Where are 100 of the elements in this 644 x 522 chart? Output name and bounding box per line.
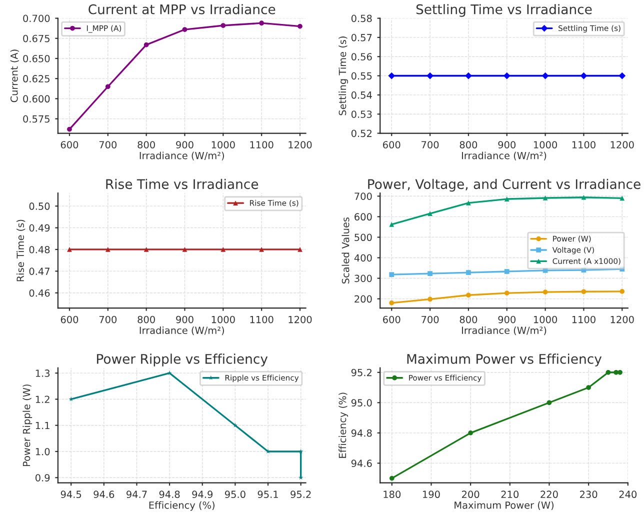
x-tick-label: 230 xyxy=(580,490,598,498)
x-tick-label: 900 xyxy=(176,316,194,324)
point xyxy=(542,290,548,294)
y-axis-title: Efficiency (%) xyxy=(338,392,348,458)
y-tick-label: 0.47 xyxy=(29,268,50,276)
chart-title: Power, Voltage, and Current vs Irradiance xyxy=(368,178,640,192)
point xyxy=(466,292,471,298)
y-tick-label: 700 xyxy=(354,192,372,200)
y-tick-label: 94.8 xyxy=(351,429,372,437)
y-tick-label: 0.575 xyxy=(23,115,50,123)
x-tick-label: 240 xyxy=(619,490,637,498)
x-axis-title: Irradiance (W/m²) xyxy=(140,152,224,160)
y-tick-label: 0.52 xyxy=(351,130,372,138)
point xyxy=(182,27,188,32)
x-tick-label: 900 xyxy=(176,141,194,148)
x-tick-label: 95.1 xyxy=(258,490,278,498)
x-tick-label: 600 xyxy=(60,141,78,148)
point xyxy=(220,23,226,28)
y-tick-label: 400 xyxy=(354,254,372,262)
point xyxy=(466,200,471,206)
y-tick-label: 0.650 xyxy=(23,54,50,62)
chart-title: Current at MPP vs Irradiance xyxy=(88,4,276,14)
x-tick-label: 94.5 xyxy=(60,490,82,498)
x-tick-label: 180 xyxy=(384,490,401,498)
x-tick-label: 1000 xyxy=(212,141,235,148)
chart-title: Rise Time vs Irradiance xyxy=(106,178,258,190)
point xyxy=(581,194,586,200)
point xyxy=(105,84,110,90)
x-tick-label: 220 xyxy=(540,490,558,498)
x-tick-label: 600 xyxy=(383,141,400,148)
point xyxy=(389,300,394,306)
x-tick-label: 1100 xyxy=(250,316,274,324)
x-tick-label: 1200 xyxy=(288,141,312,148)
y-tick-label: 0.700 xyxy=(23,14,50,22)
x-tick-label: 1200 xyxy=(610,316,634,324)
y-tick-label: 94.6 xyxy=(351,460,372,468)
y-axis-title: Scaled Values xyxy=(342,217,350,284)
y-tick-label: 0.50 xyxy=(29,202,50,210)
y-tick-label: 0.58 xyxy=(351,14,372,22)
y-tick-label: 0.675 xyxy=(23,34,50,42)
y-axis-title: Current (A) xyxy=(10,50,19,102)
x-tick-label: 95.2 xyxy=(290,490,311,498)
x-tick-label: 210 xyxy=(501,490,519,498)
x-tick-label: 1100 xyxy=(572,316,596,324)
point xyxy=(504,196,510,202)
x-tick-label: 1100 xyxy=(572,141,596,148)
y-tick-label: 600 xyxy=(354,213,372,221)
y-tick-label: 1.3 xyxy=(36,370,50,377)
x-axis-title: Maximum Power (W) xyxy=(454,501,554,510)
point xyxy=(266,449,270,454)
y-tick-label: 95.0 xyxy=(351,399,372,406)
y-tick-label: 95.2 xyxy=(351,368,372,376)
y-tick-label: 0.55 xyxy=(351,72,372,80)
y-tick-label: 0.48 xyxy=(29,246,50,254)
x-axis-title: Irradiance (W/m²) xyxy=(462,326,546,336)
y-tick-label: 0.56 xyxy=(351,53,372,60)
x-tick-label: 200 xyxy=(462,490,480,498)
x-axis-title: Irradiance (W/m²) xyxy=(140,326,224,336)
point xyxy=(586,385,591,390)
x-axis-title: Efficiency (%) xyxy=(149,501,214,511)
x-tick-label: 700 xyxy=(422,316,439,324)
point xyxy=(67,126,72,132)
x-tick-label: 700 xyxy=(422,141,439,148)
x-tick-label: 94.9 xyxy=(192,490,213,498)
x-tick-label: 800 xyxy=(138,316,155,324)
y-tick-label: 200 xyxy=(354,295,372,303)
x-tick-label: 600 xyxy=(383,316,400,324)
point xyxy=(298,449,304,454)
y-tick-label: 0.625 xyxy=(23,75,50,82)
point xyxy=(144,42,149,48)
y-tick-label: 0.57 xyxy=(351,34,372,42)
point xyxy=(618,370,622,375)
point xyxy=(542,196,548,200)
y-tick-label: 0.49 xyxy=(29,224,50,232)
x-tick-label: 1200 xyxy=(288,316,312,324)
y-axis-title: Rise Time (s) xyxy=(16,220,26,282)
y-tick-label: 1.0 xyxy=(36,448,50,456)
x-tick-label: 600 xyxy=(60,316,78,324)
y-tick-label: 0.53 xyxy=(351,110,372,118)
x-tick-label: 1200 xyxy=(610,141,634,148)
y-tick-label: 0.600 xyxy=(23,95,50,103)
x-tick-label: 700 xyxy=(99,141,117,148)
point xyxy=(428,296,432,302)
x-tick-label: 190 xyxy=(423,490,440,498)
y-tick-label: 0.46 xyxy=(29,289,50,297)
x-tick-label: 700 xyxy=(99,316,117,324)
x-tick-label: 800 xyxy=(460,316,478,324)
point xyxy=(389,476,394,481)
x-tick-label: 94.6 xyxy=(94,490,114,498)
x-tick-label: 94.8 xyxy=(159,490,180,498)
point xyxy=(466,270,471,275)
point xyxy=(504,290,510,296)
point xyxy=(428,271,432,276)
point xyxy=(546,400,552,406)
point xyxy=(606,370,611,375)
point xyxy=(259,20,264,26)
point xyxy=(581,289,586,294)
x-axis-title: Irradiance (W/m²) xyxy=(462,152,546,160)
y-axis-title: Power Ripple (W) xyxy=(22,384,32,466)
y-tick-label: 1.2 xyxy=(36,396,50,403)
